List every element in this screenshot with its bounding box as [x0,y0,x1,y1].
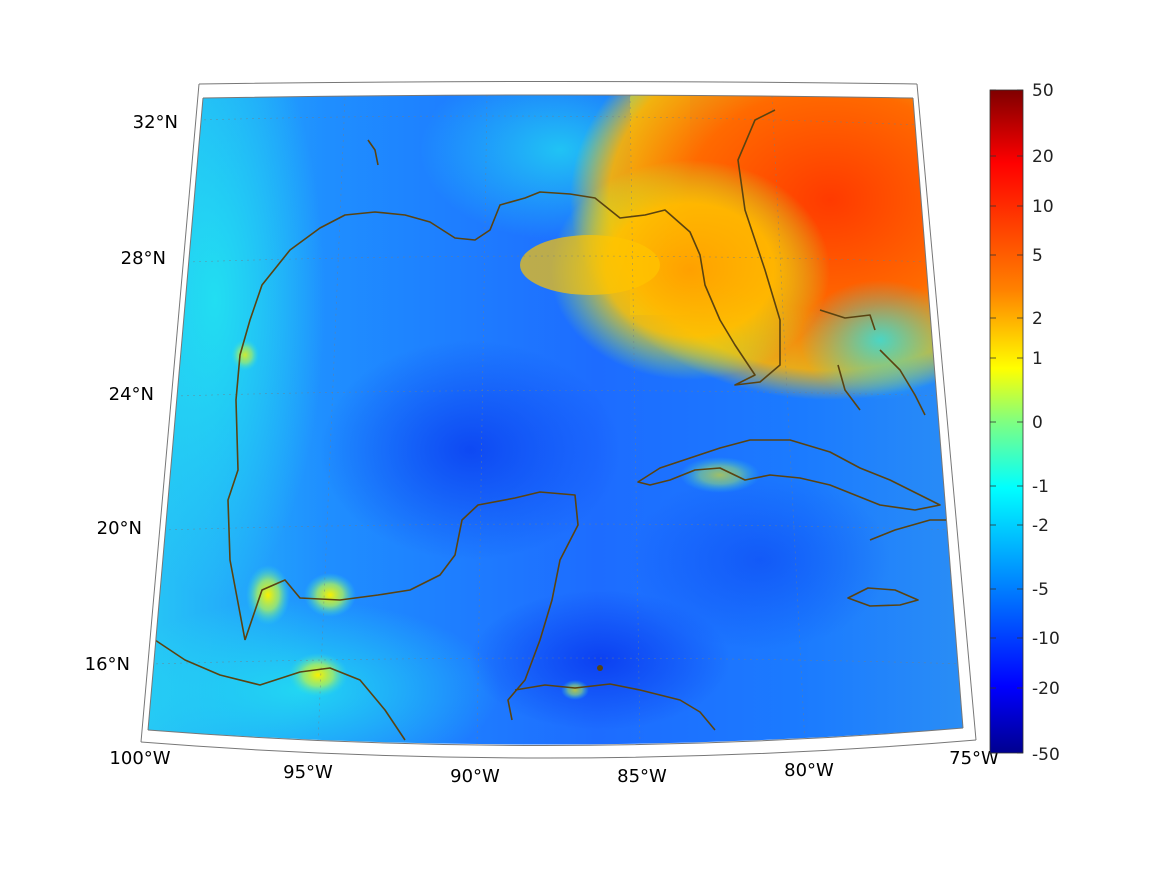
gulf-coast [227,109,781,721]
lon-label-85w: 85°W [617,766,667,787]
lon-label-100w: 100°W [109,748,170,769]
bahamas [819,309,926,416]
colorbar-label-2: 2 [1032,309,1043,329]
colorbar-label-5: 5 [1032,246,1043,266]
colorbar-label-neg2: -2 [1032,516,1049,536]
lake-pontchartrain [367,139,379,166]
map-frame [140,81,977,759]
colorbar-labels: 50 20 10 5 2 1 0 -1 -2 -5 -10 -20 -50 [1032,81,1060,765]
lat-label-24n: 24°N [109,384,154,405]
colorbar-label-20: 20 [1032,147,1054,167]
colorbar-label-0: 0 [1032,413,1043,433]
colorbar-label-1: 1 [1032,349,1043,369]
colorbar-ticks [990,89,1023,754]
lon-label-80w: 80°W [784,760,834,781]
lat-label-16n: 16°N [85,654,130,675]
colorbar-label-neg5: -5 [1032,580,1049,600]
island-marker [597,665,603,671]
lon-label-90w: 90°W [450,766,500,787]
colorbar-label-neg10: -10 [1032,629,1060,649]
colorbar: 50 20 10 5 2 1 0 -1 -2 -5 -10 -20 -50 [989,81,1060,765]
latitude-labels: 32°N 28°N 24°N 20°N 16°N [85,112,178,675]
colorbar-label-neg20: -20 [1032,679,1060,699]
cuba [637,439,941,511]
lat-label-20n: 20°N [97,518,142,539]
jamaica [847,587,919,607]
lon-label-75w: 75°W [949,748,999,769]
anomaly-field [148,95,963,745]
colorbar-label-50: 50 [1032,81,1054,101]
graticule [149,95,963,745]
lon-label-95w: 95°W [283,762,333,783]
colorbar-label-neg1: -1 [1032,477,1049,497]
longitude-labels: 100°W 95°W 90°W 85°W 80°W 75°W [109,748,999,787]
coastlines [154,109,946,741]
central-america [514,683,716,731]
lat-label-32n: 32°N [133,112,178,133]
colorbar-gradient [989,89,1024,754]
colorbar-label-neg50: -50 [1032,745,1060,765]
lat-label-28n: 28°N [121,248,166,269]
hispaniola [869,519,946,541]
colorbar-label-10: 10 [1032,197,1054,217]
mexico-pacific [154,639,406,741]
